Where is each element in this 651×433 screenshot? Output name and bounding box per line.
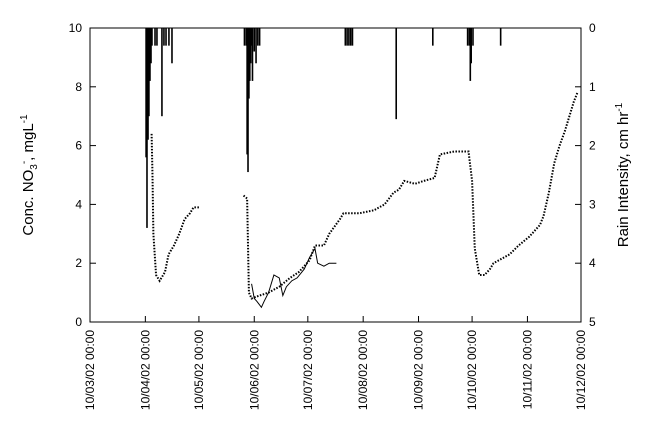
rain-bar <box>349 28 352 46</box>
rain-bar <box>150 28 152 64</box>
rain-bar <box>344 28 347 46</box>
rain-bar <box>248 28 250 99</box>
rain-bar <box>469 28 472 81</box>
x-tick-label: 10/03/02 00:00 <box>83 330 97 410</box>
x-tick-label: 10/05/02 00:00 <box>192 330 206 410</box>
rain-bar <box>246 28 248 155</box>
y-tick-label: 0 <box>75 315 82 329</box>
plot-frame <box>89 27 582 323</box>
label-part: -1 <box>19 114 30 123</box>
rain-bar <box>249 28 252 64</box>
rain-bar <box>255 28 257 64</box>
y-tick-label: 2 <box>75 256 82 270</box>
rain-bar <box>245 28 248 46</box>
rain-bar <box>161 28 163 117</box>
rain-bar <box>248 28 251 81</box>
rain-bar <box>145 28 147 158</box>
x-tick-label: 10/12/02 00:00 <box>574 330 588 410</box>
x-tick-label: 10/10/02 00:00 <box>465 330 479 410</box>
y2-axis-label: Rain Intensity, cm hr-1 <box>614 102 632 247</box>
rain-bar <box>149 28 151 81</box>
rain-bar <box>258 28 261 46</box>
rain-bar <box>472 28 474 46</box>
rain-bar <box>250 28 253 46</box>
rain-bar <box>146 28 148 228</box>
label-part: , mgL <box>20 123 37 161</box>
rain-bar <box>168 28 170 46</box>
y-axis-label: Conc. NO3-, mgL-1 <box>19 114 40 236</box>
y-tick-label: 10 <box>69 21 83 35</box>
rain-bar <box>156 28 158 46</box>
rain-bar <box>351 28 354 46</box>
rain-bar <box>147 28 149 140</box>
rain-bar <box>251 28 254 81</box>
series-line <box>251 247 337 309</box>
y2-tick-label: 3 <box>589 197 596 211</box>
y2-tick-label: 4 <box>589 256 596 270</box>
rain-bar <box>499 28 502 46</box>
y2-tick-label: 0 <box>589 21 596 35</box>
x-tick-label: 10/09/02 00:00 <box>412 330 426 410</box>
x-tick-label: 10/04/02 00:00 <box>138 330 152 410</box>
label-part: Rain Intensity, cm hr <box>615 112 632 248</box>
y-tick-label: 6 <box>75 139 82 153</box>
rain-bar <box>151 28 153 46</box>
rain-bar <box>163 28 165 46</box>
y2-tick-label: 5 <box>589 315 596 329</box>
rain-bar <box>253 28 256 52</box>
y2-tick-label: 1 <box>589 80 596 94</box>
series-line <box>150 92 579 300</box>
x-tick-label: 10/08/02 00:00 <box>356 330 370 410</box>
rain-bar <box>468 28 471 46</box>
rain-bar <box>148 28 150 117</box>
label-part: Conc. NO <box>20 170 37 236</box>
label-part: 3 <box>29 164 40 170</box>
rain-bar <box>247 28 249 173</box>
rain-bar <box>466 28 469 46</box>
label-part: -1 <box>614 102 625 111</box>
x-tick-label: 10/07/02 00:00 <box>301 330 315 410</box>
y-tick-label: 4 <box>75 197 82 211</box>
rain-bar <box>432 28 434 46</box>
label-part: - <box>19 161 30 164</box>
rain-bar <box>154 28 156 46</box>
rain-bar <box>243 28 246 46</box>
y-tick-label: 8 <box>75 80 82 94</box>
y2-tick-label: 2 <box>589 139 596 153</box>
rain-bar <box>395 28 398 120</box>
rain-bar <box>348 28 350 46</box>
x-tick-label: 10/11/02 00:00 <box>520 330 534 410</box>
rain-bar <box>165 28 167 46</box>
x-tick-label: 10/06/02 00:00 <box>247 330 261 410</box>
rain-bar <box>171 28 173 64</box>
rain-bar <box>346 28 348 46</box>
rain-bar <box>470 28 472 64</box>
rain-bar <box>257 28 259 46</box>
